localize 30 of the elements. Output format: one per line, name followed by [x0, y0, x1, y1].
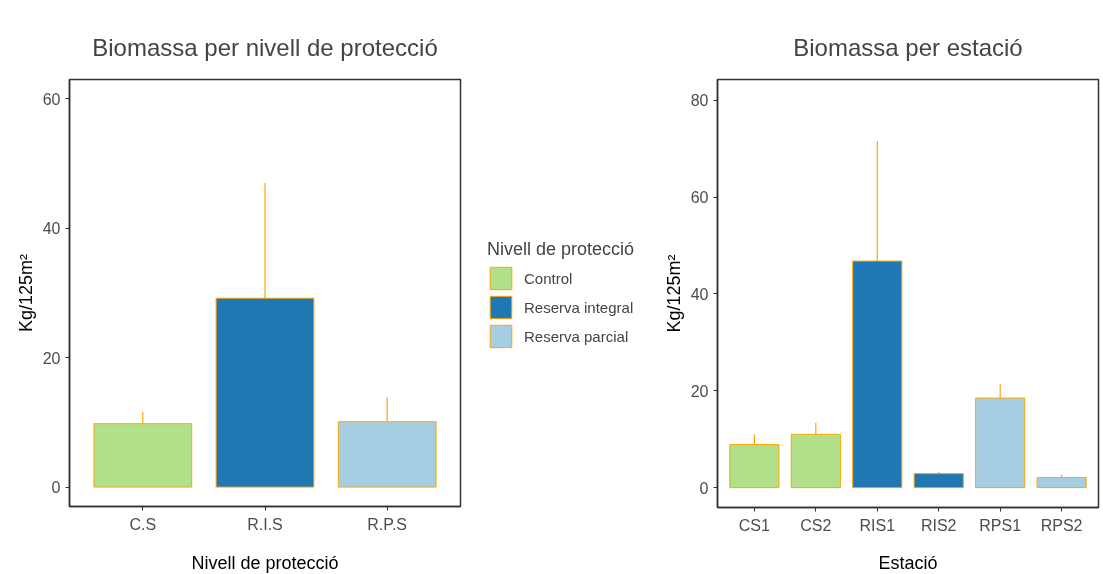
- x-tick-label: C.S: [129, 515, 157, 533]
- x-axis-title: Estació: [878, 552, 938, 573]
- y-tick-label: 40: [690, 285, 709, 303]
- bar: [1036, 476, 1087, 489]
- x-tick-label: CS1: [738, 516, 771, 534]
- y-axis-title: Kg/125m²: [663, 254, 684, 333]
- x-tick-label: RPS1: [979, 516, 1022, 534]
- x-axis-title: Nivell de protecció: [191, 552, 339, 573]
- x-tick-label: RPS2: [1040, 516, 1083, 534]
- bar: [913, 473, 964, 489]
- legend-label: Reserva parcial: [524, 326, 629, 347]
- y-tick-label: 60: [42, 90, 61, 108]
- y-tick-label: 20: [690, 382, 709, 400]
- x-tick-label: R.I.S: [247, 515, 283, 533]
- legend-title: Nivell de protecció: [487, 239, 635, 260]
- y-tick-label: 0: [699, 479, 709, 497]
- y-axis-title: Kg/125m²: [15, 253, 36, 333]
- y-tick-label: 80: [690, 92, 709, 110]
- legend-label: Control: [524, 268, 573, 289]
- y-tick-label: 60: [690, 189, 709, 207]
- y-tick-label: 20: [42, 349, 61, 367]
- chart-title: Biomassa per nivell de protecció: [92, 34, 438, 61]
- chart-title: Biomassa per estació: [793, 34, 1023, 61]
- x-tick-label: R.P.S: [367, 515, 408, 533]
- x-tick-label: RIS2: [920, 516, 957, 534]
- x-tick-label: CS2: [800, 516, 832, 534]
- y-tick-label: 40: [42, 220, 61, 238]
- x-tick-label: RIS1: [859, 516, 896, 534]
- y-tick-label: 0: [51, 479, 61, 497]
- legend-label: Reserva integral: [524, 297, 634, 318]
